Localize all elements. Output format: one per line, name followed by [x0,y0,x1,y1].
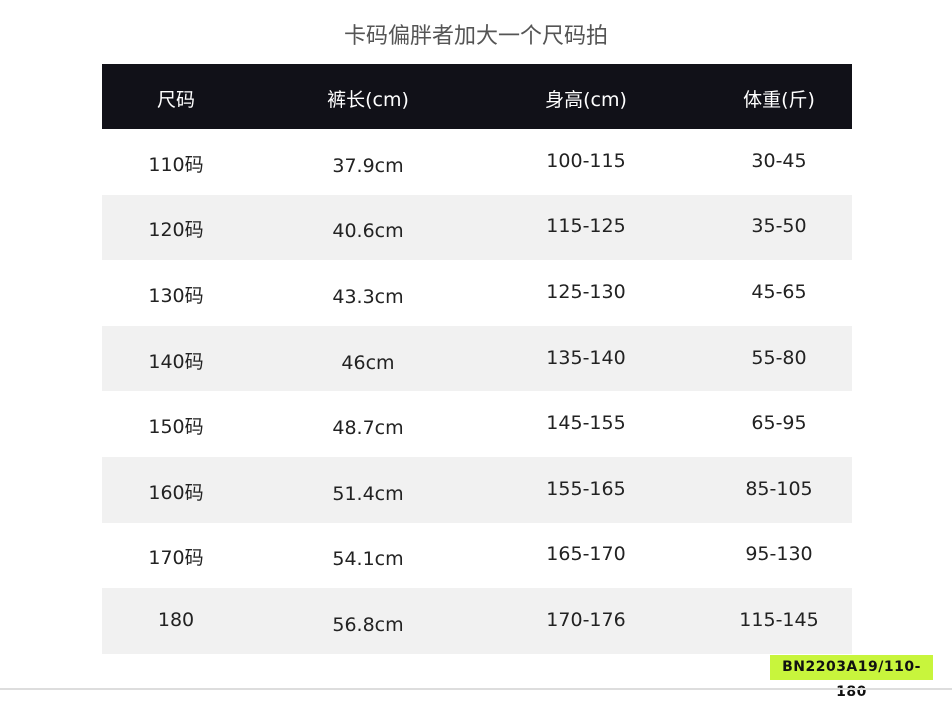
cell-height: 135-140 [546,346,626,369]
table-row: 180 56.8cm 170-176 115-145 [102,588,852,654]
cell-weight: 95-130 [745,543,813,566]
cell-length: 51.4cm [332,482,404,505]
cell-length: 43.3cm [332,285,404,308]
cell-height: 155-165 [546,477,626,500]
cell-size: 150码 [148,416,204,439]
product-code-badge: BN2203A19/110-180 [770,655,933,700]
cell-size: 120码 [148,219,204,242]
cell-height: 165-170 [546,543,626,566]
cell-size: 180 [157,608,195,631]
cell-weight: 65-95 [751,412,807,435]
table-row: 110码 37.9cm 100-115 30-45 [102,129,852,195]
header-height: 身高(cm) [545,88,627,111]
cell-length: 56.8cm [332,613,404,636]
cell-size: 160码 [148,481,204,504]
header-weight: 体重(斤) [743,88,815,111]
size-table: 尺码 裤长(cm) 身高(cm) 体重(斤) 110码 37.9cm 100-115… [102,64,852,654]
cell-height: 125-130 [546,280,626,303]
cell-length: 54.1cm [332,548,404,571]
cell-weight: 55-80 [751,346,807,369]
table-row: 120码 40.6cm 115-125 35-50 [102,194,852,261]
cell-size: 170码 [148,547,204,570]
cell-size: 130码 [148,284,204,307]
table-row: 170码 54.1cm 165-170 95-130 [102,523,852,589]
table-row: 140码 46cm 135-140 55-80 [102,325,852,392]
table-header: 尺码 裤长(cm) 身高(cm) 体重(斤) [102,64,852,129]
cell-size: 110码 [148,153,204,176]
cell-weight: 85-105 [745,477,813,500]
cell-length: 46cm [341,351,395,374]
cell-size: 140码 [148,350,204,373]
cell-height: 145-155 [546,412,626,435]
cell-weight: 30-45 [751,149,807,172]
cell-height: 115-125 [546,215,626,238]
cell-length: 40.6cm [332,220,404,243]
cell-weight: 45-65 [751,280,807,303]
divider [0,688,952,690]
table-row: 160码 51.4cm 155-165 85-105 [102,456,852,523]
header-length: 裤长(cm) [327,88,409,111]
cell-length: 37.9cm [332,154,404,177]
cell-length: 48.7cm [332,417,404,440]
cell-weight: 115-145 [739,608,819,631]
page-title: 卡码偏胖者加大一个尺码拍 [343,24,608,49]
cell-weight: 35-50 [751,215,807,238]
cell-height: 170-176 [546,608,626,631]
cell-height: 100-115 [546,149,626,172]
table-row: 150码 48.7cm 145-155 65-95 [102,391,852,457]
table-row: 130码 43.3cm 125-130 45-65 [102,260,852,326]
header-size: 尺码 [156,88,196,111]
